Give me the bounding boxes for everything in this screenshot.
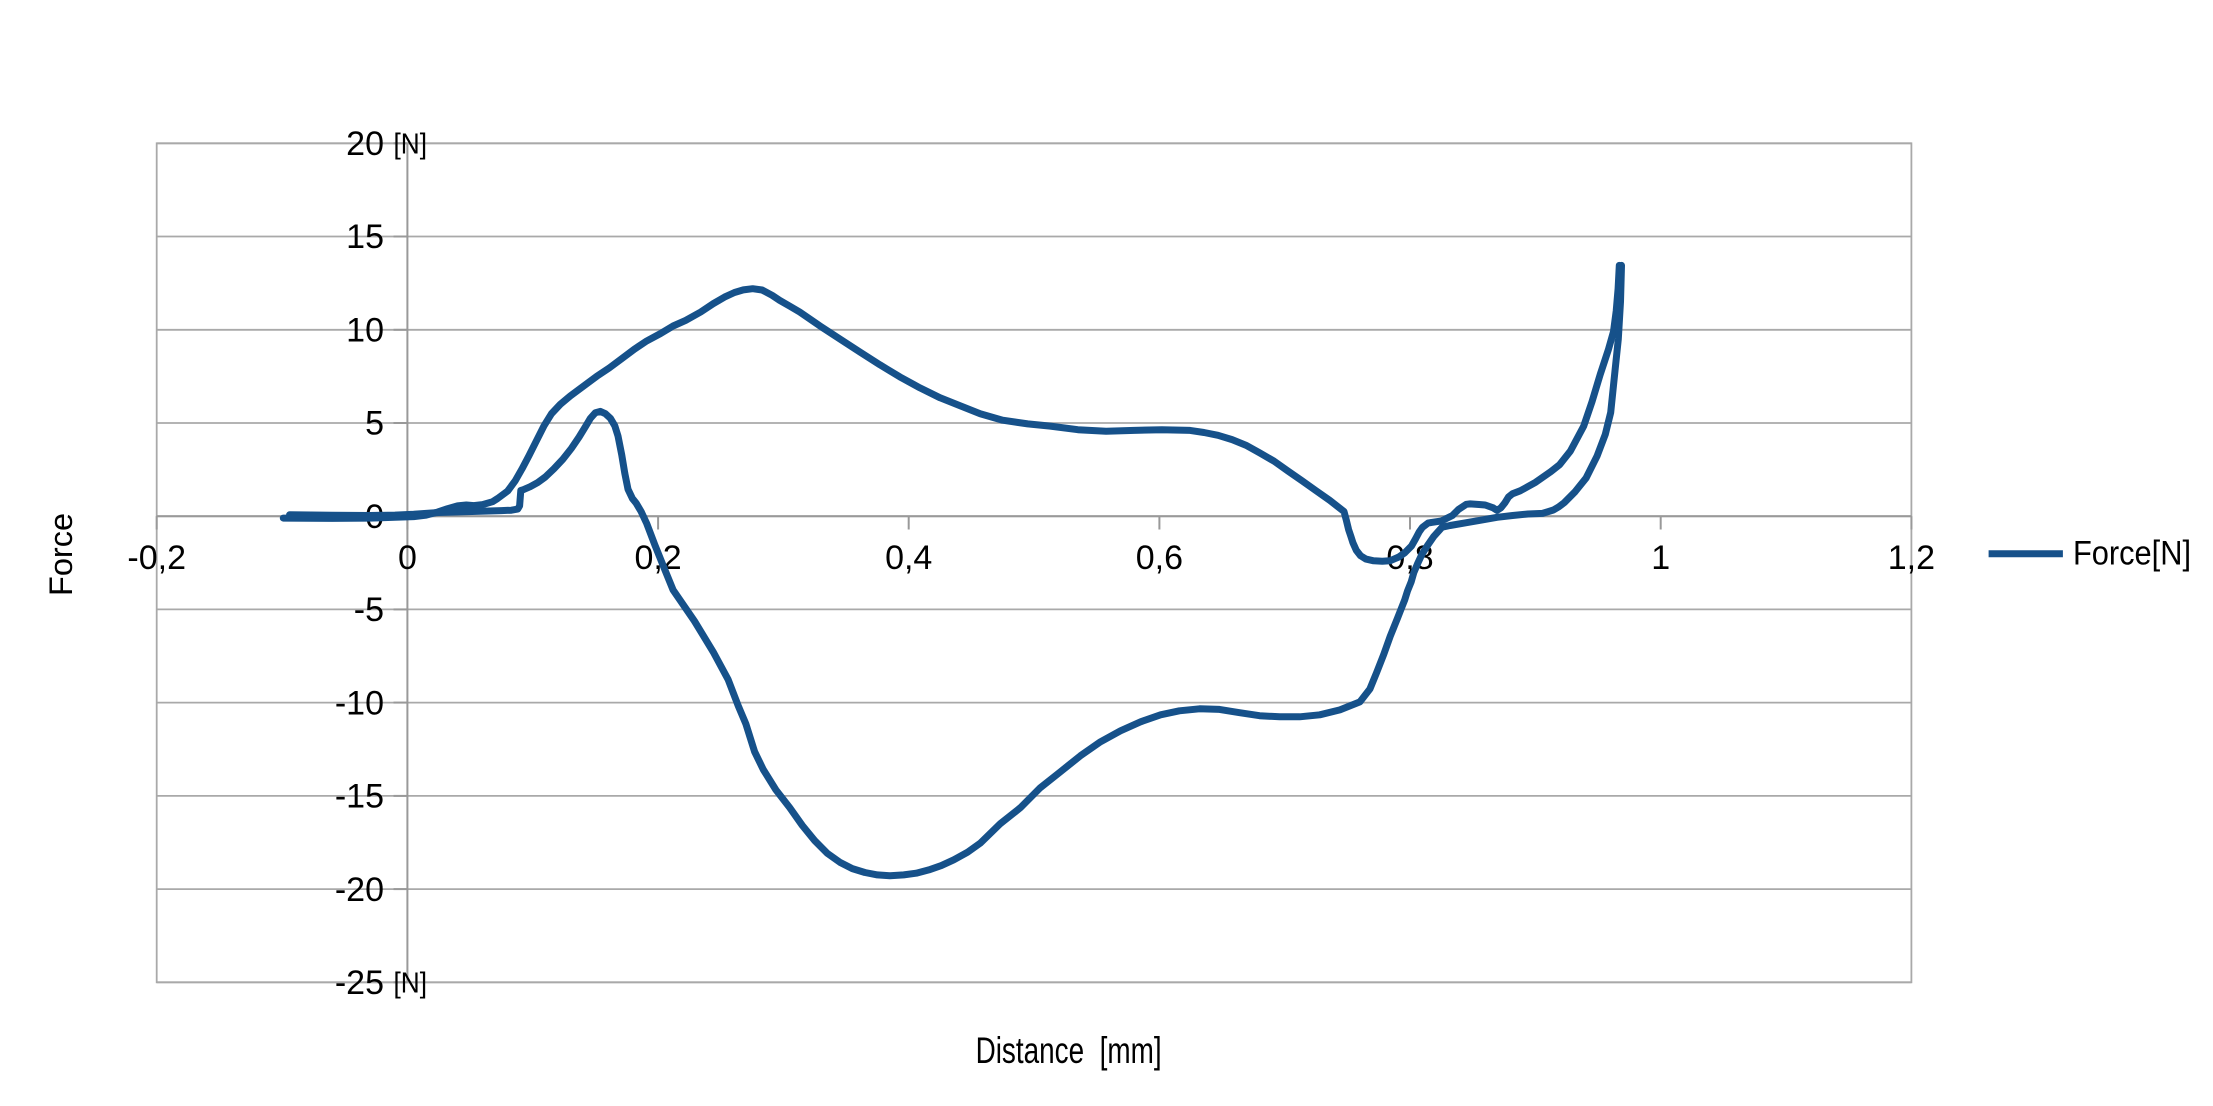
svg-text:[N]: [N] [394, 129, 428, 161]
svg-text:5: 5 [365, 405, 384, 443]
svg-text:Distance [mm]: Distance [mm] [976, 1030, 1162, 1071]
svg-text:10: 10 [346, 312, 384, 350]
svg-text:-20: -20 [335, 871, 384, 909]
svg-text:1: 1 [1651, 539, 1670, 577]
svg-text:[N]: [N] [394, 968, 428, 1000]
svg-text:0: 0 [398, 539, 417, 577]
svg-text:15: 15 [346, 218, 384, 256]
svg-text:-25: -25 [335, 964, 384, 1002]
svg-text:-10: -10 [335, 684, 384, 722]
svg-text:-15: -15 [335, 778, 384, 816]
svg-text:Force[N]: Force[N] [2073, 535, 2191, 573]
svg-text:0,6: 0,6 [1136, 539, 1183, 577]
svg-text:Force: Force [43, 513, 79, 596]
svg-text:0,4: 0,4 [885, 539, 932, 577]
svg-text:-0,2: -0,2 [127, 539, 186, 577]
svg-text:1,2: 1,2 [1888, 539, 1935, 577]
svg-text:-5: -5 [354, 591, 384, 629]
svg-text:20: 20 [346, 125, 384, 163]
